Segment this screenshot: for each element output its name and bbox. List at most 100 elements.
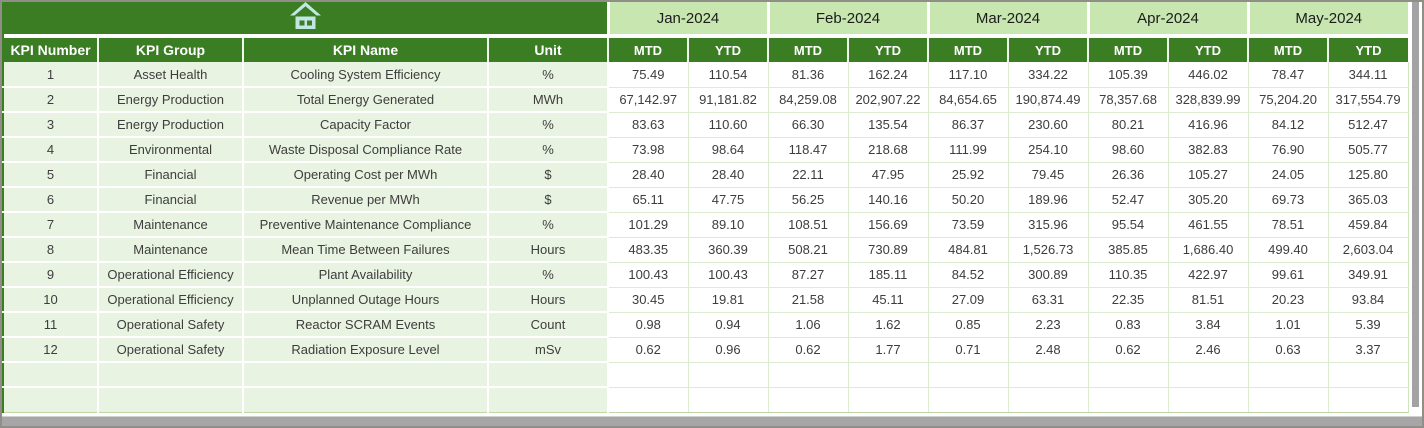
value-cell[interactable]: 2.46	[1168, 337, 1249, 363]
value-cell[interactable]: 20.23	[1248, 287, 1329, 313]
empty-value-cell[interactable]	[928, 387, 1009, 413]
kpi-group-cell[interactable]: Operational Efficiency	[98, 287, 244, 313]
kpi-number-cell[interactable]: 4	[3, 137, 99, 163]
kpi-number-cell[interactable]: 8	[3, 237, 99, 263]
value-cell[interactable]: 360.39	[688, 237, 769, 263]
value-cell[interactable]: 483.35	[608, 237, 689, 263]
horizontal-scrollbar[interactable]	[2, 416, 1422, 426]
empty-value-cell[interactable]	[768, 362, 849, 388]
value-cell[interactable]: 69.73	[1248, 187, 1329, 213]
empty-value-cell[interactable]	[608, 362, 689, 388]
kpi-number-cell[interactable]: 10	[3, 287, 99, 313]
value-cell[interactable]: 365.03	[1328, 187, 1409, 213]
unit-cell[interactable]: Hours	[488, 237, 609, 263]
value-cell[interactable]: 189.96	[1008, 187, 1089, 213]
kpi-number-cell[interactable]: 1	[3, 62, 99, 88]
value-cell[interactable]: 461.55	[1168, 212, 1249, 238]
value-cell[interactable]: 25.92	[928, 162, 1009, 188]
value-cell[interactable]: 67,142.97	[608, 87, 689, 113]
empty-left-cell[interactable]	[3, 387, 99, 413]
kpi-name-cell[interactable]: Mean Time Between Failures	[243, 237, 489, 263]
value-cell[interactable]: 81.36	[768, 62, 849, 88]
empty-value-cell[interactable]	[688, 362, 769, 388]
kpi-name-cell[interactable]: Capacity Factor	[243, 112, 489, 138]
value-cell[interactable]: 100.43	[608, 262, 689, 288]
unit-cell[interactable]: %	[488, 112, 609, 138]
unit-cell[interactable]: MWh	[488, 87, 609, 113]
value-cell[interactable]: 0.62	[1088, 337, 1169, 363]
value-cell[interactable]: 2,603.04	[1328, 237, 1409, 263]
value-cell[interactable]: 1.62	[848, 312, 929, 338]
period-header[interactable]: MTD	[767, 38, 848, 62]
period-header[interactable]: MTD	[927, 38, 1008, 62]
kpi-number-cell[interactable]: 12	[3, 337, 99, 363]
kpi-name-cell[interactable]: Unplanned Outage Hours	[243, 287, 489, 313]
value-cell[interactable]: 328,839.99	[1168, 87, 1249, 113]
value-cell[interactable]: 105.39	[1088, 62, 1169, 88]
unit-cell[interactable]: %	[488, 212, 609, 238]
empty-value-cell[interactable]	[848, 387, 929, 413]
value-cell[interactable]: 5.39	[1328, 312, 1409, 338]
empty-left-cell[interactable]	[243, 387, 489, 413]
value-cell[interactable]: 512.47	[1328, 112, 1409, 138]
kpi-group-cell[interactable]: Maintenance	[98, 237, 244, 263]
value-cell[interactable]: 0.98	[608, 312, 689, 338]
value-cell[interactable]: 56.25	[768, 187, 849, 213]
kpi-group-cell[interactable]: Financial	[98, 187, 244, 213]
empty-value-cell[interactable]	[1008, 387, 1089, 413]
kpi-number-cell[interactable]: 11	[3, 312, 99, 338]
column-header[interactable]: KPI Group	[97, 38, 243, 62]
value-cell[interactable]: 98.60	[1088, 137, 1169, 163]
kpi-name-cell[interactable]: Waste Disposal Compliance Rate	[243, 137, 489, 163]
value-cell[interactable]: 484.81	[928, 237, 1009, 263]
value-cell[interactable]: 218.68	[848, 137, 929, 163]
value-cell[interactable]: 202,907.22	[848, 87, 929, 113]
empty-value-cell[interactable]	[1248, 362, 1329, 388]
empty-left-cell[interactable]	[488, 387, 609, 413]
kpi-group-cell[interactable]: Operational Efficiency	[98, 262, 244, 288]
unit-cell[interactable]: $	[488, 162, 609, 188]
kpi-name-cell[interactable]: Reactor SCRAM Events	[243, 312, 489, 338]
kpi-name-cell[interactable]: Operating Cost per MWh	[243, 162, 489, 188]
value-cell[interactable]: 2.48	[1008, 337, 1089, 363]
value-cell[interactable]: 87.27	[768, 262, 849, 288]
column-header[interactable]: Unit	[487, 38, 608, 62]
value-cell[interactable]: 75.49	[608, 62, 689, 88]
kpi-group-cell[interactable]: Financial	[98, 162, 244, 188]
empty-value-cell[interactable]	[928, 362, 1009, 388]
value-cell[interactable]: 317,554.79	[1328, 87, 1409, 113]
value-cell[interactable]: 1.77	[848, 337, 929, 363]
value-cell[interactable]: 63.31	[1008, 287, 1089, 313]
value-cell[interactable]: 0.96	[688, 337, 769, 363]
kpi-name-cell[interactable]: Cooling System Efficiency	[243, 62, 489, 88]
kpi-group-cell[interactable]: Environmental	[98, 137, 244, 163]
empty-value-cell[interactable]	[1088, 387, 1169, 413]
value-cell[interactable]: 508.21	[768, 237, 849, 263]
unit-cell[interactable]: Hours	[488, 287, 609, 313]
value-cell[interactable]: 78,357.68	[1088, 87, 1169, 113]
value-cell[interactable]: 2.23	[1008, 312, 1089, 338]
kpi-number-cell[interactable]: 9	[3, 262, 99, 288]
value-cell[interactable]: 26.36	[1088, 162, 1169, 188]
unit-cell[interactable]: mSv	[488, 337, 609, 363]
value-cell[interactable]: 110.35	[1088, 262, 1169, 288]
value-cell[interactable]: 1,686.40	[1168, 237, 1249, 263]
empty-value-cell[interactable]	[1168, 387, 1249, 413]
empty-value-cell[interactable]	[848, 362, 929, 388]
value-cell[interactable]: 315.96	[1008, 212, 1089, 238]
month-header-5[interactable]: May-2024	[1246, 2, 1409, 34]
value-cell[interactable]: 459.84	[1328, 212, 1409, 238]
kpi-name-cell[interactable]: Preventive Maintenance Compliance	[243, 212, 489, 238]
value-cell[interactable]: 385.85	[1088, 237, 1169, 263]
value-cell[interactable]: 47.75	[688, 187, 769, 213]
value-cell[interactable]: 27.09	[928, 287, 1009, 313]
value-cell[interactable]: 0.62	[768, 337, 849, 363]
value-cell[interactable]: 0.63	[1248, 337, 1329, 363]
value-cell[interactable]: 50.20	[928, 187, 1009, 213]
value-cell[interactable]: 0.62	[608, 337, 689, 363]
unit-cell[interactable]: $	[488, 187, 609, 213]
value-cell[interactable]: 422.97	[1168, 262, 1249, 288]
value-cell[interactable]: 101.29	[608, 212, 689, 238]
vertical-scrollbar[interactable]	[1412, 2, 1419, 407]
value-cell[interactable]: 0.71	[928, 337, 1009, 363]
